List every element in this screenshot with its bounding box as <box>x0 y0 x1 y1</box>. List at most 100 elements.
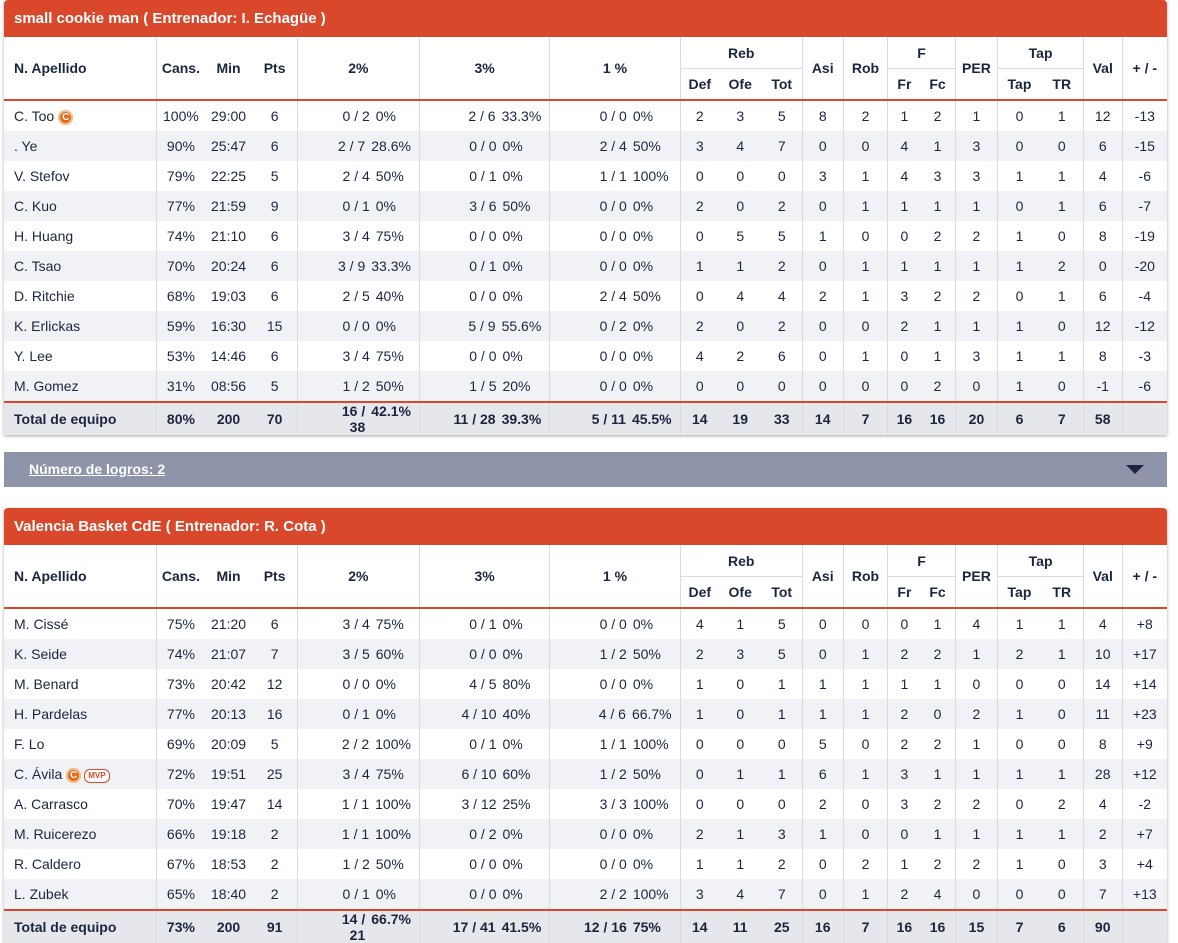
player-name[interactable]: D. Ritchie <box>14 288 75 304</box>
cell-fc: 1 <box>920 341 956 371</box>
col-min[interactable]: Min <box>204 545 253 609</box>
cell-per: 1 <box>955 100 999 131</box>
cell-player[interactable]: M. Cissé <box>4 608 158 639</box>
player-name[interactable]: F. Lo <box>14 736 45 752</box>
cell-min: 29:00 <box>211 108 247 124</box>
col-tr[interactable]: TR <box>1040 576 1084 609</box>
cell-player[interactable]: M. Benard <box>4 669 158 699</box>
col-2pt[interactable]: 2% <box>297 545 420 609</box>
col-plus-minus[interactable]: + / - <box>1122 545 1167 609</box>
cell-player[interactable]: Y. Lee <box>4 341 158 371</box>
col-def[interactable]: Def <box>680 68 719 101</box>
cell-player[interactable]: H. Pardelas <box>4 699 158 729</box>
cell-player[interactable]: V. Stefov <box>4 161 158 191</box>
col-fr[interactable]: Fr <box>887 68 921 101</box>
col-cans[interactable]: Cans. <box>156 37 205 101</box>
player-name[interactable]: H. Pardelas <box>14 706 88 722</box>
col-fc[interactable]: Fc <box>920 576 956 609</box>
chevron-down-icon[interactable] <box>1126 465 1144 474</box>
cell-ofe: 4 <box>718 879 762 910</box>
cell-player[interactable]: L. Zubek <box>4 879 158 910</box>
player-name[interactable]: R. Caldero <box>14 856 81 872</box>
player-name[interactable]: H. Huang <box>14 228 74 244</box>
col-fr[interactable]: Fr <box>887 576 921 609</box>
col-tot[interactable]: Tot <box>761 576 803 609</box>
cell-p3: 6 / 10 60% <box>419 759 551 789</box>
col-ofe[interactable]: Ofe <box>718 68 762 101</box>
player-name[interactable]: C. Kuo <box>14 198 57 214</box>
logros-bar[interactable]: Número de logros: 2 <box>4 452 1167 487</box>
cell-player[interactable]: K. Seide <box>4 639 158 669</box>
p1-made-att: 1 / 2 <box>599 766 627 782</box>
cell-player[interactable]: K. Erlickas <box>4 311 158 341</box>
cell-player[interactable]: A. Carrasco <box>4 789 158 819</box>
cell-min: 19:03 <box>211 288 247 304</box>
player-name[interactable]: . Ye <box>14 138 38 154</box>
cell-player[interactable]: C. Ávila C MVP <box>4 759 158 789</box>
col-1pt[interactable]: 1 % <box>549 37 681 101</box>
p3-made-att: 0 / 0 <box>469 288 497 304</box>
cell-rob: 1 <box>843 699 889 729</box>
cell-player[interactable]: M. Ruicerezo <box>4 819 158 849</box>
player-name[interactable]: L. Zubek <box>14 886 69 902</box>
cell-per: 1 <box>955 819 999 849</box>
cell-fc: 2 <box>920 789 956 819</box>
cell-def: 2 <box>695 108 704 124</box>
player-name[interactable]: K. Erlickas <box>14 318 81 334</box>
col-val[interactable]: Val <box>1083 545 1123 609</box>
col-player[interactable]: N. Apellido <box>4 545 158 609</box>
player-name[interactable]: A. Carrasco <box>14 796 88 812</box>
logros-link[interactable]: Número de logros: 2 <box>29 461 166 477</box>
p1-made-att: 12 / 16 <box>584 919 627 935</box>
col-asi[interactable]: Asi <box>802 37 844 101</box>
cell-fc: 2 <box>920 729 956 759</box>
col-tr[interactable]: TR <box>1040 68 1084 101</box>
col-rob[interactable]: Rob <box>843 37 889 101</box>
col-def[interactable]: Def <box>680 576 719 609</box>
col-tot[interactable]: Tot <box>761 68 803 101</box>
cell-tr: 0 <box>1040 879 1084 910</box>
cell-player[interactable]: D. Ritchie <box>4 281 158 311</box>
col-fouls: F <box>887 545 956 577</box>
col-tap-sub[interactable]: Tap <box>997 576 1041 609</box>
cell-player[interactable]: C. Too C <box>4 100 158 131</box>
col-min[interactable]: Min <box>204 37 253 101</box>
col-asi[interactable]: Asi <box>802 545 844 609</box>
col-ofe[interactable]: Ofe <box>718 576 762 609</box>
cell-player[interactable]: M. Gomez <box>4 371 158 402</box>
col-pts[interactable]: Pts <box>252 545 298 609</box>
player-name[interactable]: M. Cissé <box>14 616 69 632</box>
col-3pt[interactable]: 3% <box>419 37 551 101</box>
col-rob[interactable]: Rob <box>843 545 889 609</box>
player-name[interactable]: M. Benard <box>14 676 79 692</box>
player-name[interactable]: C. Too <box>14 107 55 124</box>
col-3pt[interactable]: 3% <box>419 545 551 609</box>
cell-player[interactable]: . Ye <box>4 131 158 161</box>
table-row: C. Kuo 77% 21:59 9 0 / 1 0% 3 / 6 50% 0 / 0 0% 2 0 2… <box>4 191 1167 221</box>
col-player[interactable]: N. Apellido <box>4 37 158 101</box>
player-name[interactable]: Y. Lee <box>14 348 53 364</box>
col-val[interactable]: Val <box>1083 37 1123 101</box>
col-tap-sub[interactable]: Tap <box>997 68 1041 101</box>
col-plus-minus[interactable]: + / - <box>1122 37 1167 101</box>
player-name[interactable]: V. Stefov <box>14 168 70 184</box>
col-per[interactable]: PER <box>955 37 999 101</box>
col-2pt[interactable]: 2% <box>297 37 420 101</box>
col-fc[interactable]: Fc <box>920 68 956 101</box>
player-name[interactable]: K. Seide <box>14 646 67 662</box>
col-per[interactable]: PER <box>955 545 999 609</box>
col-1pt[interactable]: 1 % <box>549 545 681 609</box>
cell-p2: 2 / 7 28.6% <box>297 131 420 161</box>
player-name[interactable]: C. Tsao <box>14 258 62 274</box>
cell-player[interactable]: R. Caldero <box>4 849 158 879</box>
player-name[interactable]: M. Ruicerezo <box>14 826 97 842</box>
player-name[interactable]: C. Ávila <box>14 765 63 782</box>
cell-player[interactable]: F. Lo <box>4 729 158 759</box>
cell-player[interactable]: H. Huang <box>4 221 158 251</box>
col-cans[interactable]: Cans. <box>156 545 205 609</box>
player-name[interactable]: M. Gomez <box>14 378 79 394</box>
cell-player[interactable]: C. Kuo <box>4 191 158 221</box>
cell-player[interactable]: C. Tsao <box>4 251 158 281</box>
col-pts[interactable]: Pts <box>252 37 298 101</box>
